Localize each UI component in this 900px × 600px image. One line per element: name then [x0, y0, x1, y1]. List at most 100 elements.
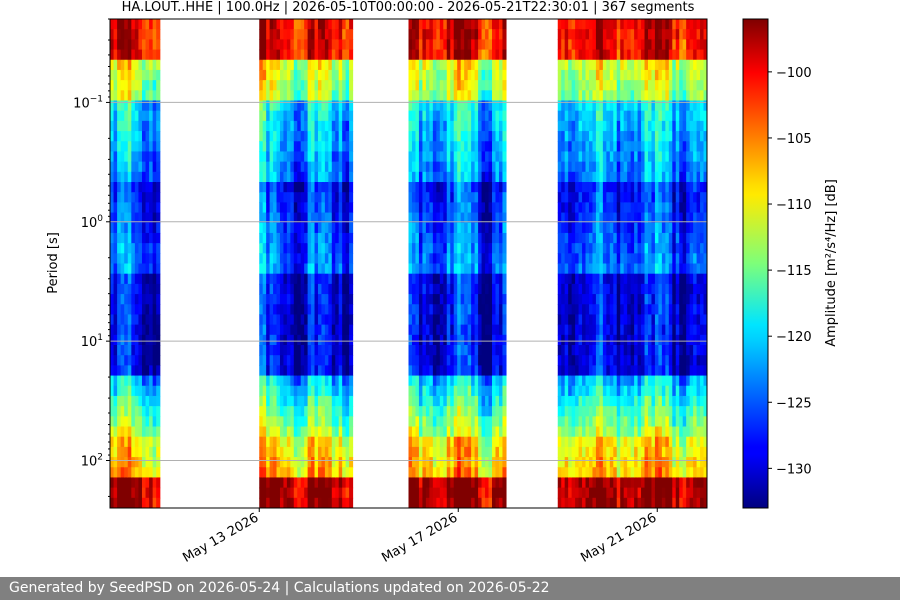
heatmap-cell — [127, 457, 132, 468]
heatmap-cell — [297, 90, 302, 102]
heatmap-cell — [557, 283, 562, 295]
heatmap-cell — [568, 202, 573, 214]
heatmap-cell — [658, 375, 663, 387]
heatmap-cell — [474, 497, 479, 508]
heatmap-cell — [335, 182, 340, 193]
heatmap-cell — [485, 202, 490, 214]
heatmap-cell — [141, 202, 147, 214]
heatmap-cell — [321, 100, 326, 112]
heatmap-cell — [661, 69, 666, 81]
heatmap-cell — [120, 141, 125, 153]
heatmap-cell — [492, 477, 497, 489]
heatmap-cell — [585, 457, 590, 468]
heatmap-cell — [273, 497, 278, 508]
heatmap-cell — [297, 243, 302, 254]
heatmap-cell — [446, 232, 451, 244]
heatmap-cell — [342, 49, 347, 61]
heatmap-cell — [623, 110, 628, 122]
heatmap-cell — [304, 212, 309, 224]
heatmap-cell — [561, 151, 566, 163]
heatmap-cell — [113, 39, 118, 51]
heatmap-cell — [609, 19, 614, 30]
heatmap-cell — [422, 151, 427, 163]
heatmap-cell — [644, 355, 649, 366]
heatmap-cell — [634, 406, 639, 417]
heatmap-cell — [432, 497, 437, 508]
heatmap-cell — [408, 141, 413, 153]
heatmap-cell — [124, 182, 129, 193]
heatmap-cell — [408, 90, 413, 102]
heatmap-cell — [471, 263, 476, 275]
heatmap-cell — [120, 365, 125, 377]
heatmap-cell — [672, 171, 677, 183]
heatmap-cell — [675, 467, 680, 479]
heatmap-cell — [415, 497, 420, 508]
heatmap-cell — [634, 110, 639, 122]
heatmap-cell — [269, 477, 274, 489]
heatmap-cell — [481, 120, 486, 132]
heatmap-cell — [578, 497, 583, 508]
heatmap-cell — [564, 171, 569, 183]
heatmap-cell — [644, 385, 649, 397]
heatmap-cell — [314, 446, 319, 458]
heatmap-cell — [651, 151, 656, 163]
heatmap-cell — [335, 477, 340, 489]
heatmap-cell — [495, 385, 500, 397]
heatmap-cell — [138, 355, 143, 366]
heatmap-cell — [415, 283, 420, 295]
heatmap-cell — [342, 385, 347, 397]
heatmap-cell — [602, 314, 607, 326]
heatmap-cell — [415, 120, 420, 132]
heatmap-cell — [665, 161, 670, 173]
heatmap-cell — [443, 120, 448, 132]
heatmap-cell — [145, 202, 150, 214]
heatmap-cell — [307, 467, 312, 479]
heatmap-cell — [432, 49, 437, 61]
heatmap-cell — [623, 222, 628, 234]
heatmap-cell — [602, 151, 607, 163]
heatmap-cell — [585, 355, 590, 366]
heatmap-cell — [637, 457, 642, 468]
heatmap-cell — [668, 477, 673, 489]
heatmap-cell — [446, 365, 451, 377]
heatmap-cell — [634, 263, 639, 275]
heatmap-cell — [283, 395, 288, 407]
heatmap-cell — [335, 375, 340, 387]
heatmap-cell — [345, 294, 350, 305]
heatmap-cell — [627, 416, 632, 428]
heatmap-cell — [259, 39, 264, 51]
heatmap-cell — [311, 334, 316, 346]
heatmap-cell — [259, 120, 264, 132]
heatmap-cell — [609, 192, 614, 203]
heatmap-cell — [156, 334, 161, 346]
heatmap-cell — [464, 467, 469, 479]
heatmap-cell — [297, 49, 302, 61]
heatmap-cell — [599, 365, 604, 377]
heatmap-cell — [425, 171, 430, 183]
heatmap-cell — [422, 477, 427, 489]
heatmap-cell — [453, 232, 458, 244]
heatmap-cell — [471, 467, 476, 479]
heatmap-cell — [620, 345, 625, 356]
heatmap-cell — [592, 324, 597, 336]
heatmap-cell — [620, 426, 625, 438]
heatmap-cell — [131, 263, 136, 275]
heatmap-cell — [627, 39, 632, 51]
heatmap-cell — [446, 59, 451, 71]
heatmap-cell — [599, 202, 604, 214]
heatmap-cell — [675, 39, 680, 51]
heatmap-cell — [117, 497, 122, 508]
heatmap-cell — [478, 253, 483, 265]
heatmap-cell — [571, 467, 576, 479]
heatmap-cell — [585, 141, 590, 153]
heatmap-cell — [460, 131, 465, 142]
heatmap-cell — [290, 69, 295, 81]
heatmap-cell — [467, 253, 472, 265]
heatmap-cell — [460, 263, 465, 275]
heatmap-cell — [279, 29, 285, 40]
heatmap-cell — [273, 110, 278, 122]
heatmap-cell — [467, 273, 472, 285]
heatmap-cell — [647, 212, 653, 224]
heatmap-cell — [658, 314, 663, 326]
heatmap-cell — [411, 151, 417, 163]
